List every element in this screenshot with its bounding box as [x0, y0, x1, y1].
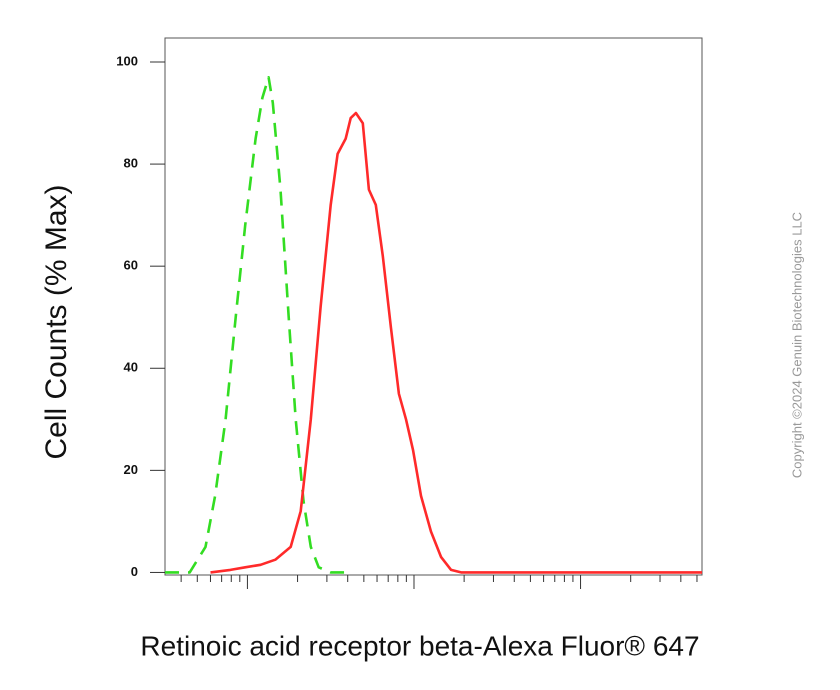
y-tick-label: 80 [124, 156, 138, 171]
y-tick-label: 60 [124, 258, 138, 273]
y-tick-label: 40 [124, 360, 138, 375]
plot-frame [164, 37, 703, 576]
y-tick-label: 20 [124, 462, 138, 477]
histogram-line [210, 111, 702, 574]
y-tick-label: 0 [131, 564, 138, 579]
y-axis-label: Cell Counts (% Max) [40, 184, 73, 459]
watermark: Copyright ©2024 Genuin Biotechnologies L… [789, 212, 804, 478]
y-tick-label: 100 [116, 53, 138, 68]
x-axis-label: Retinoic acid receptor beta-Alexa Fluor®… [140, 630, 699, 661]
histogram-line [165, 76, 346, 574]
